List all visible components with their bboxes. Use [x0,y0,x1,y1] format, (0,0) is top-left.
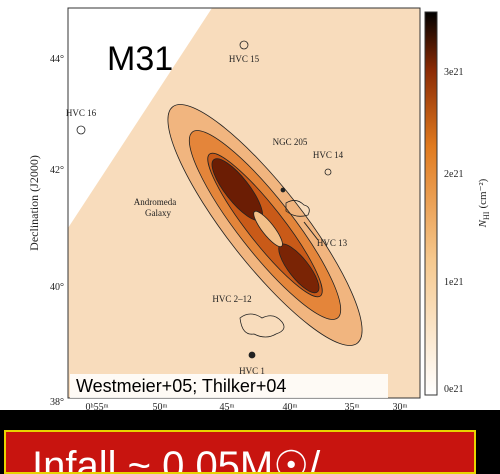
label: HVC 14 [313,150,344,160]
badge: M31 [107,40,173,78]
page: M31 HVC 15 HVC 16 NGC 205 HVC 14 Androme… [0,0,500,467]
x-tick-label: 35ᵐ [345,402,360,410]
y-tick-label: 42° [50,165,64,176]
label: HVC 16 [66,108,97,118]
y-axis-label: Declination (J2000) [27,155,41,251]
colorbar [425,12,437,395]
y-tick-label: 38° [50,397,64,408]
label: Galaxy [145,208,171,218]
label: HVC 15 [229,54,260,64]
label: NGC 205 [273,137,308,147]
colorbar-tick-label: 3e21 [444,67,463,78]
label: HVC 13 [317,238,348,248]
banner: Infall ~ 0.05M☉/ [4,430,476,474]
y-tick-label: 44° [50,54,64,65]
figure: M31 HVC 15 HVC 16 NGC 205 HVC 14 Androme… [0,0,500,410]
credit: Westmeier+05; Thilker+04 [76,376,286,396]
x-tick-label: 0ʰ55ᵐ [85,402,108,410]
x-tick-label: 45ᵐ [220,402,235,410]
x-tick-label: 40ᵐ [283,402,298,410]
colorbar-label: NHI(cm⁻²) [477,178,491,228]
colorbar-tick-label: 2e21 [444,169,463,180]
y-tick-label: 40° [50,282,64,293]
x-tick-label: 30ᵐ [393,402,408,410]
label: HVC 2–12 [212,294,251,304]
label: Andromeda [134,197,177,207]
colorbar-tick-label: 1e21 [444,277,463,288]
x-tick-label: 50ᵐ [153,402,168,410]
colorbar-tick-label: 0e21 [444,384,463,395]
